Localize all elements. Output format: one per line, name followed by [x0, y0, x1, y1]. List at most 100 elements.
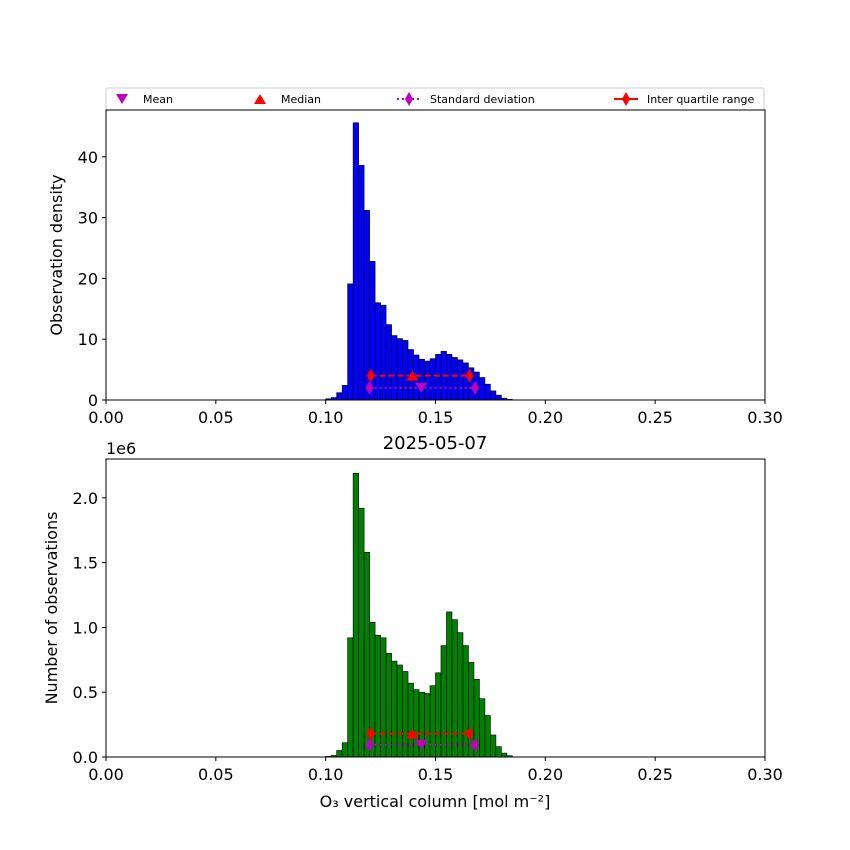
histogram-bar [363, 551, 370, 758]
histogram-bar [479, 377, 486, 401]
median-marker [406, 728, 419, 739]
legend-label-mean: Mean [143, 93, 173, 106]
histogram-bar [501, 752, 508, 758]
y-tick-label: 20 [78, 269, 98, 288]
histogram-bar [341, 742, 348, 758]
legend-label-median: Median [281, 93, 321, 106]
y-tick-label: 30 [78, 209, 98, 228]
y-tick-label: 0.0 [73, 748, 98, 767]
histogram-bar [429, 685, 436, 758]
y-tick-label: 40 [78, 148, 98, 167]
histogram-bar [490, 390, 497, 401]
x-tick-label: 0.10 [308, 408, 344, 427]
histogram-bar [424, 693, 431, 758]
histogram-bar [429, 358, 436, 401]
legend-label-iqr: Inter quartile range [647, 93, 754, 106]
histogram-bar [402, 340, 409, 401]
mean-marker-icon [116, 94, 128, 104]
histogram-bar [424, 360, 431, 401]
histogram-bar [490, 734, 497, 758]
bottom-y-ticks: 0.0 0.5 1.0 1.5 2.0 [73, 489, 106, 767]
y-tick-label: 1.0 [73, 618, 98, 637]
histogram-bar [380, 304, 387, 401]
std-low-marker [365, 737, 374, 752]
histogram-bar [347, 637, 354, 758]
std-low-marker [365, 380, 374, 395]
histogram-bar [457, 632, 464, 758]
y-tick-label: 0.5 [73, 683, 98, 702]
histogram-bar [479, 698, 486, 758]
legend-item-median: Median [254, 93, 321, 106]
x-tick-label: 0.30 [747, 408, 783, 427]
std-high-marker [471, 737, 480, 752]
mean-marker [415, 739, 428, 750]
legend: Mean Median Standard deviation Inter qua… [105, 87, 765, 111]
std-high-marker [471, 380, 480, 395]
bottom-x-ticks: 0.00 0.05 0.10 0.15 0.20 0.25 0.30 [88, 757, 783, 784]
bottom-bars [325, 472, 513, 758]
median-marker-icon [254, 94, 266, 104]
bottom-histogram: 2025-05-07 1e6 0.00 0.05 0.10 0.15 0.20 0.25 0… [42, 433, 783, 811]
histogram-bar [440, 645, 447, 758]
histogram-bar [495, 746, 502, 758]
histogram-bar [451, 619, 458, 758]
x-tick-label: 0.15 [418, 765, 454, 784]
iqr-low-marker [366, 726, 375, 741]
std-marker-icon [405, 92, 413, 106]
top-histogram: 0.00 0.05 0.10 0.15 0.20 0.25 0.30 0 10 20 30 40 O… [47, 109, 783, 427]
histogram-bar [495, 394, 502, 401]
histogram-bar [396, 664, 403, 758]
iqr-high-marker [465, 368, 474, 383]
histogram-bar [435, 354, 442, 401]
x-tick-label: 0.00 [88, 765, 124, 784]
x-tick-label: 0.00 [88, 408, 124, 427]
top-x-ticks: 0.00 0.05 0.10 0.15 0.20 0.25 0.30 [88, 400, 783, 427]
x-tick-label: 0.05 [198, 408, 234, 427]
histogram-bar [358, 165, 365, 401]
histogram-bar [484, 715, 491, 758]
x-tick-label: 0.10 [308, 765, 344, 784]
histogram-bar [374, 634, 381, 758]
histogram-bar [391, 660, 398, 758]
histogram-bar [462, 362, 469, 401]
bottom-stats [365, 726, 480, 752]
histogram-bar [352, 472, 359, 758]
top-bars [325, 122, 513, 401]
x-tick-label: 0.25 [637, 408, 673, 427]
histogram-bar [341, 385, 348, 401]
iqr-high-marker [465, 726, 474, 741]
histogram-bar [380, 637, 387, 758]
histogram-bar [363, 210, 370, 401]
mean-marker [415, 382, 428, 393]
histogram-bar [446, 611, 453, 758]
y-tick-label: 0 [88, 391, 98, 410]
histogram-bar [352, 122, 359, 401]
bottom-x-axis-label: O₃ vertical column [mol m⁻²] [320, 792, 551, 811]
x-tick-label: 0.05 [198, 765, 234, 784]
top-y-ticks: 0 10 20 30 40 [78, 148, 106, 410]
histogram-bar [407, 682, 414, 758]
top-stats [365, 368, 480, 395]
top-y-axis-label: Observation density [47, 174, 66, 335]
histogram-bar [391, 335, 398, 401]
median-marker [406, 370, 419, 381]
legend-item-iqr: Inter quartile range [614, 92, 754, 106]
bottom-chart-title: 2025-05-07 [383, 433, 488, 454]
legend-label-std: Standard deviation [430, 93, 535, 106]
histogram-bar [418, 358, 425, 401]
histogram-bar [446, 354, 453, 401]
x-tick-label: 0.20 [528, 765, 564, 784]
iqr-low-marker [366, 368, 375, 383]
bottom-y-axis-label: Number of observations [42, 512, 61, 705]
histogram-bar [336, 750, 343, 758]
histogram-bar [413, 689, 420, 758]
histogram-bar [385, 653, 392, 758]
bottom-y-offset-label: 1e6 [106, 439, 136, 458]
legend-item-mean: Mean [116, 93, 173, 106]
histogram-bar [484, 383, 491, 401]
histogram-bar [374, 302, 381, 401]
histogram-bar [462, 645, 469, 758]
x-tick-label: 0.20 [528, 408, 564, 427]
x-tick-label: 0.25 [637, 765, 673, 784]
